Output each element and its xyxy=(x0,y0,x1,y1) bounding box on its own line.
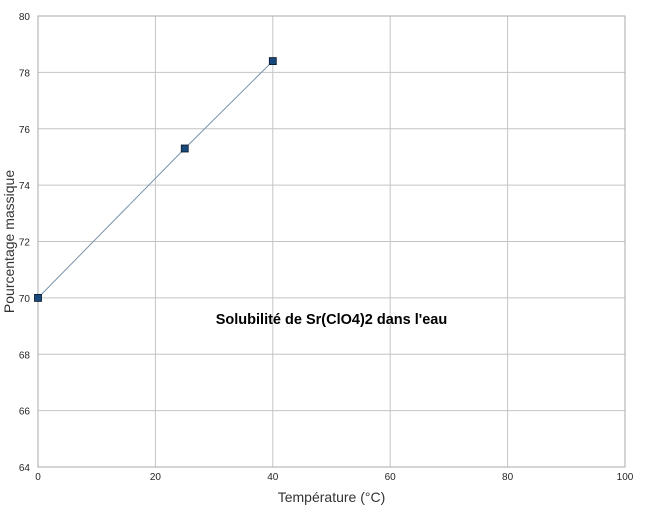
svg-text:74: 74 xyxy=(19,181,31,192)
svg-text:Température (°C): Température (°C) xyxy=(278,489,386,505)
svg-text:80: 80 xyxy=(502,472,514,483)
svg-text:72: 72 xyxy=(19,238,31,249)
svg-text:64: 64 xyxy=(19,463,31,474)
svg-text:100: 100 xyxy=(617,472,634,483)
svg-text:0: 0 xyxy=(35,472,41,483)
svg-text:68: 68 xyxy=(19,350,31,361)
svg-text:80: 80 xyxy=(19,12,31,23)
svg-text:40: 40 xyxy=(267,472,279,483)
svg-text:60: 60 xyxy=(385,472,397,483)
svg-text:78: 78 xyxy=(19,68,31,79)
svg-text:20: 20 xyxy=(150,472,162,483)
svg-text:76: 76 xyxy=(19,125,31,136)
svg-text:66: 66 xyxy=(19,407,31,418)
svg-text:70: 70 xyxy=(19,294,31,305)
svg-text:Pourcentage massique: Pourcentage massique xyxy=(1,170,17,313)
svg-text:Solubilité de Sr(ClO4)2 dans l: Solubilité de Sr(ClO4)2 dans l'eau xyxy=(216,312,447,328)
